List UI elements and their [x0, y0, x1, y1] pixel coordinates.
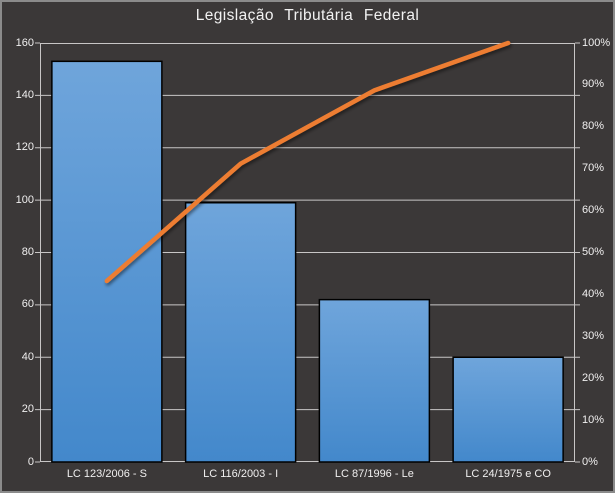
chart-title: Legislação Tributária Federal — [195, 7, 420, 24]
bar — [51, 60, 163, 463]
cumulative-line — [104, 40, 511, 284]
plot-border — [40, 43, 575, 462]
bar — [452, 356, 564, 463]
bar — [318, 298, 431, 463]
bar — [184, 201, 297, 463]
